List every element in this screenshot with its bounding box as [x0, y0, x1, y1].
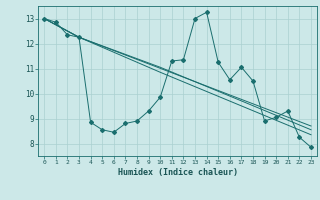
X-axis label: Humidex (Indice chaleur): Humidex (Indice chaleur) [118, 168, 238, 177]
